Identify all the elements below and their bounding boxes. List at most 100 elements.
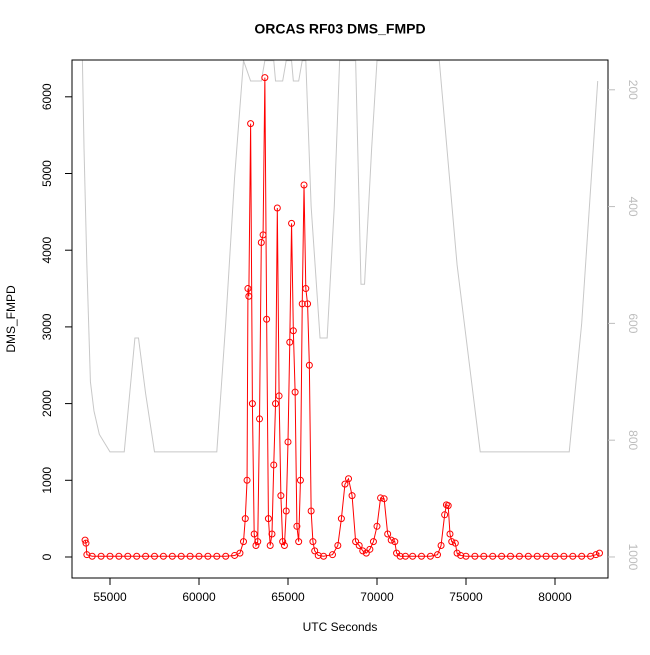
data-point	[471, 552, 479, 560]
data-point	[362, 549, 370, 557]
data-point	[159, 552, 167, 560]
data-point	[446, 530, 454, 538]
data-point	[257, 239, 265, 247]
data-point	[551, 552, 559, 560]
data-point	[462, 552, 470, 560]
data-point	[263, 315, 271, 323]
data-point	[300, 181, 308, 189]
y-axis-label: DMS_FMPD	[4, 285, 18, 353]
data-point	[396, 552, 404, 560]
data-point	[307, 507, 315, 515]
x-tick-label: 65000	[271, 590, 305, 604]
data-point	[401, 552, 409, 560]
plot-frame	[71, 59, 609, 579]
x-tick-label: 70000	[360, 590, 394, 604]
data-point	[506, 552, 514, 560]
data-point	[314, 551, 322, 559]
data-point	[592, 551, 600, 559]
data-point	[279, 538, 287, 546]
data-point	[434, 551, 442, 559]
data-point	[391, 538, 399, 546]
data-point	[243, 476, 251, 484]
data-point	[295, 538, 303, 546]
data-point	[151, 552, 159, 560]
data-point	[186, 552, 194, 560]
data-point	[309, 538, 317, 546]
data-point	[569, 552, 577, 560]
data-point	[81, 536, 89, 544]
x-tick-label: 55000	[93, 590, 127, 604]
data-point	[320, 552, 328, 560]
data-point	[444, 502, 452, 510]
data-point	[489, 552, 497, 560]
data-point	[451, 539, 459, 547]
y2-tick-label: 600	[626, 313, 640, 333]
data-point	[380, 495, 388, 503]
data-point	[282, 507, 290, 515]
data-point	[239, 538, 247, 546]
data-point	[291, 388, 299, 396]
data-point	[352, 538, 360, 546]
data-point	[264, 515, 272, 523]
data-point	[334, 541, 342, 549]
data-point	[387, 536, 395, 544]
data-point	[417, 552, 425, 560]
data-point	[515, 552, 523, 560]
data-point	[296, 476, 304, 484]
data-point	[248, 400, 256, 408]
data-point	[345, 475, 353, 483]
data-point	[328, 551, 336, 559]
data-point	[82, 539, 90, 547]
data-point	[457, 551, 465, 559]
data-point	[377, 494, 385, 502]
data-point	[409, 552, 417, 560]
data-point	[305, 361, 313, 369]
data-point	[250, 530, 258, 538]
data-point	[277, 492, 285, 500]
data-point	[97, 552, 105, 560]
data-point	[177, 552, 185, 560]
y-tick-label: 2000	[40, 390, 54, 417]
data-point	[204, 552, 212, 560]
y2-tick-label: 400	[626, 197, 640, 217]
x-tick-label: 75000	[449, 590, 483, 604]
x-axis-label: UTC Seconds	[303, 620, 378, 634]
data-point	[268, 530, 276, 538]
data-point	[261, 74, 269, 82]
data-point	[270, 461, 278, 469]
data-point	[124, 552, 132, 560]
data-point	[142, 552, 150, 560]
y2-tick-label: 200	[626, 80, 640, 100]
data-point	[247, 120, 255, 128]
data-point	[284, 438, 292, 446]
data-point	[275, 392, 283, 400]
y-tick-label: 3000	[40, 313, 54, 340]
data-point	[302, 285, 310, 293]
y-tick-label: 4000	[40, 237, 54, 264]
data-point	[115, 552, 123, 560]
data-point	[195, 552, 203, 560]
data-point	[241, 515, 249, 523]
data-point	[560, 552, 568, 560]
data-point	[286, 338, 294, 346]
data-point	[384, 530, 392, 538]
data-point	[293, 522, 301, 530]
y-tick-label: 0	[40, 553, 54, 560]
data-point	[256, 415, 264, 423]
data-point	[259, 231, 267, 239]
chart-title: ORCAS RF03 DMS_FMPD	[254, 21, 425, 37]
data-point	[273, 204, 281, 212]
data-point	[426, 552, 434, 560]
y2-tick-label: 800	[626, 430, 640, 450]
data-point	[311, 547, 319, 555]
data-point	[106, 552, 114, 560]
data-point	[252, 541, 260, 549]
data-point	[266, 541, 274, 549]
data-point	[369, 538, 377, 546]
data-point	[453, 549, 461, 557]
y-tick-label: 5000	[40, 160, 54, 187]
data-point	[437, 541, 445, 549]
data-point	[441, 511, 449, 519]
